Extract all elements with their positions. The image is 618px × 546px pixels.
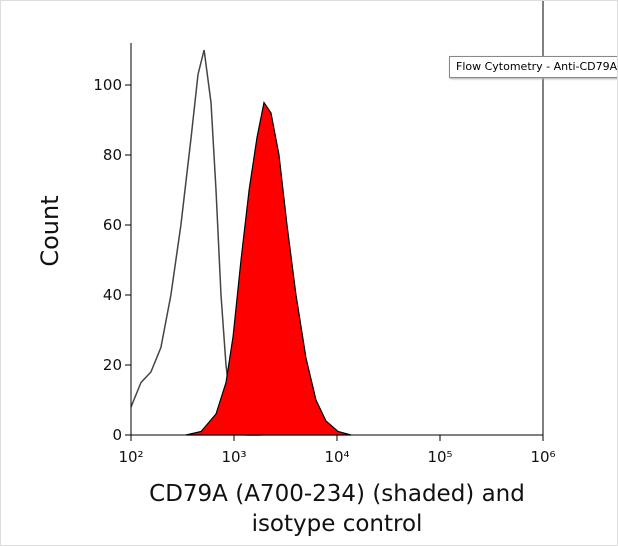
y-tick-label: 100 <box>93 76 122 94</box>
x-tick-label: 10³ <box>221 448 246 466</box>
y-axis-label: Count <box>36 195 64 266</box>
x-tick-label: 10² <box>118 448 143 466</box>
y-tick-label: 20 <box>103 356 122 374</box>
tooltip: Flow Cytometry - Anti-CD79A a <box>449 56 617 78</box>
y-tick-label: 0 <box>112 426 122 444</box>
x-axis-label: CD79A (A700-234) (shaded) and isotype co… <box>149 481 525 537</box>
y-tick-label: 60 <box>103 216 122 234</box>
x-tick-label: 10⁶ <box>530 448 555 466</box>
x-tick-label: 10⁵ <box>427 448 452 466</box>
y-tick-label: 40 <box>103 286 122 304</box>
x-tick-label: 10⁴ <box>324 448 349 466</box>
y-tick-label: 80 <box>103 146 122 164</box>
area <box>185 100 352 436</box>
